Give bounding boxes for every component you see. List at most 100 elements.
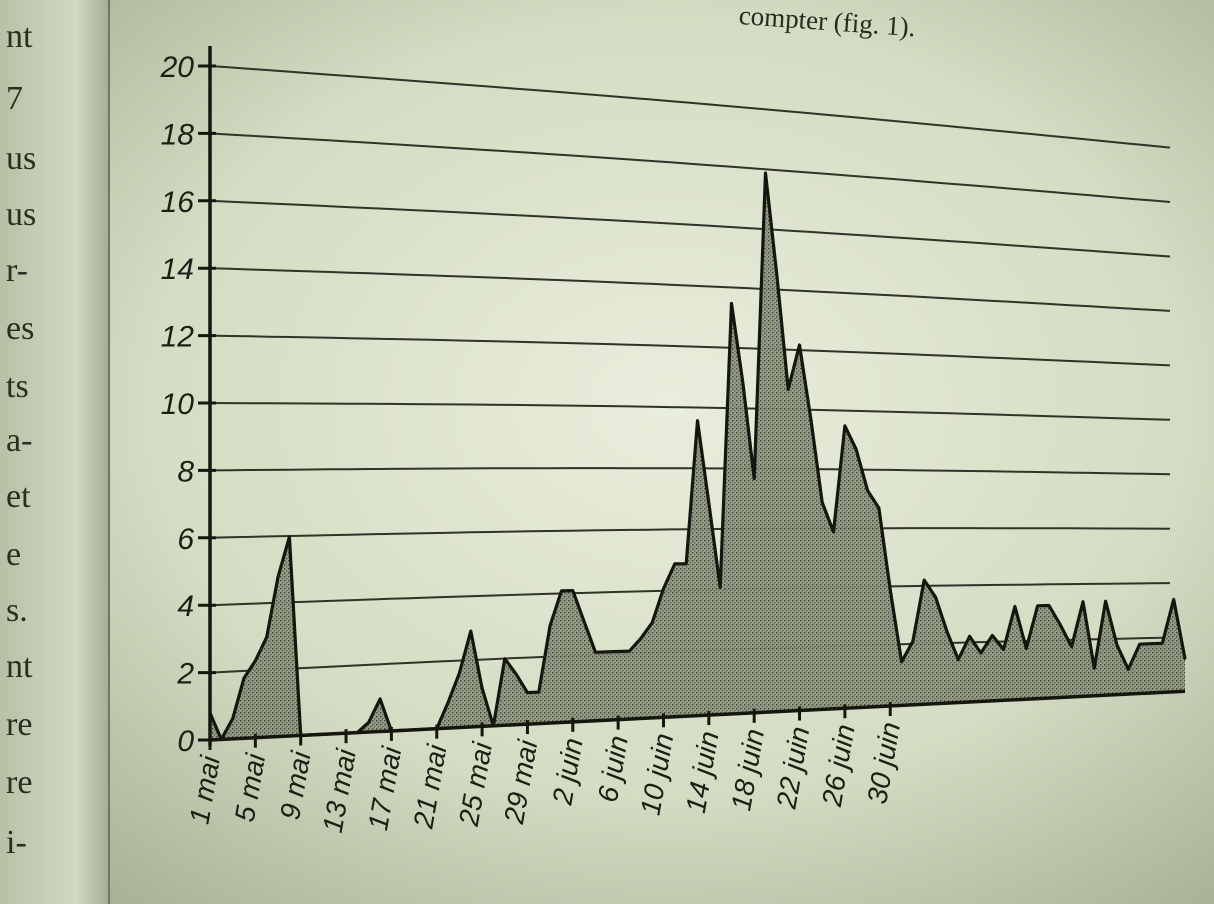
data-point bbox=[1081, 600, 1085, 603]
x-tick-label: 26 juin bbox=[816, 722, 861, 810]
y-tick-label: 20 bbox=[160, 51, 195, 84]
data-point bbox=[1036, 604, 1039, 607]
y-tick-label: 2 bbox=[176, 658, 194, 691]
data-point bbox=[934, 596, 937, 599]
data-point bbox=[843, 424, 847, 428]
x-tick-label: 17 mai bbox=[362, 744, 407, 833]
data-point bbox=[911, 640, 915, 643]
y-tick-label: 0 bbox=[177, 725, 194, 758]
data-point bbox=[1059, 623, 1062, 626]
series-area-group bbox=[208, 171, 1187, 741]
x-tick-label: 2 juin bbox=[546, 736, 588, 808]
margin-text-fragment: re bbox=[6, 706, 33, 743]
data-point bbox=[367, 721, 370, 724]
data-point bbox=[1093, 666, 1096, 670]
data-point bbox=[651, 621, 654, 624]
margin-text-fragment: i- bbox=[6, 824, 27, 861]
y-tick-label: 18 bbox=[161, 118, 195, 151]
data-point bbox=[979, 651, 983, 655]
margin-text-fragment: e bbox=[6, 536, 22, 573]
grid-line bbox=[209, 467, 1171, 476]
data-point bbox=[254, 659, 257, 663]
grid-line bbox=[209, 199, 1171, 258]
data-point bbox=[288, 535, 291, 539]
data-point bbox=[1013, 605, 1017, 608]
data-point bbox=[514, 672, 518, 676]
data-point bbox=[1104, 600, 1107, 603]
data-point bbox=[900, 660, 903, 664]
data-point bbox=[957, 658, 960, 661]
data-point bbox=[628, 649, 631, 653]
data-point bbox=[265, 636, 268, 639]
x-tick-label: 29 mai bbox=[498, 737, 543, 827]
data-point bbox=[548, 624, 552, 627]
data-point bbox=[889, 588, 892, 591]
grid-line bbox=[209, 65, 1171, 149]
data-point bbox=[1070, 645, 1073, 648]
data-point bbox=[991, 634, 994, 637]
data-point bbox=[866, 489, 869, 492]
data-point bbox=[571, 589, 574, 592]
data-point bbox=[1115, 643, 1119, 647]
data-point bbox=[560, 589, 563, 593]
data-point bbox=[673, 562, 676, 566]
data-point bbox=[753, 477, 756, 480]
data-point bbox=[537, 690, 540, 694]
data-point bbox=[605, 650, 608, 654]
x-tick-label: 18 juin bbox=[725, 726, 770, 813]
data-point bbox=[855, 448, 858, 451]
data-point bbox=[446, 701, 450, 704]
data-point bbox=[1127, 668, 1130, 671]
data-point bbox=[594, 651, 597, 654]
data-point bbox=[764, 171, 767, 175]
data-point bbox=[775, 274, 779, 277]
margin-text-fragment: 7 bbox=[6, 80, 23, 117]
data-point bbox=[730, 302, 733, 305]
x-tick-label: 5 mai bbox=[229, 751, 272, 825]
data-point bbox=[685, 562, 688, 565]
data-point bbox=[696, 419, 699, 422]
x-tick-label: 9 mai bbox=[274, 748, 317, 822]
margin-text-fragment: nt bbox=[6, 18, 33, 55]
x-tick-label: 30 juin bbox=[861, 720, 906, 807]
x-tick-label: 1 mai bbox=[183, 753, 226, 827]
x-tick-label: 13 mai bbox=[317, 746, 362, 835]
data-point bbox=[923, 578, 926, 582]
data-point bbox=[469, 629, 472, 633]
margin-text-fragment: re bbox=[6, 764, 33, 801]
data-point bbox=[1172, 598, 1175, 601]
x-tick-label: 6 juin bbox=[592, 733, 634, 804]
data-point bbox=[480, 687, 484, 690]
data-point bbox=[582, 620, 586, 623]
data-point bbox=[231, 717, 234, 720]
margin-text-fragment: us bbox=[6, 196, 37, 233]
margin-text-fragment: s. bbox=[6, 592, 28, 629]
x-tick-label: 25 mai bbox=[453, 739, 498, 829]
series-area-fill bbox=[210, 173, 1185, 741]
margin-text-fragment: us bbox=[6, 140, 37, 177]
data-point bbox=[821, 501, 824, 504]
data-point bbox=[707, 501, 710, 504]
margin-text-fragment: r- bbox=[6, 252, 28, 289]
data-point bbox=[458, 671, 461, 675]
data-point bbox=[503, 657, 506, 660]
y-tick-labels: 0 2 4 6 8 10 12 14 16 18 20 bbox=[160, 51, 216, 758]
x-tick-label: 14 juin bbox=[680, 729, 725, 816]
data-point bbox=[877, 506, 881, 510]
y-tick-label: 12 bbox=[161, 321, 195, 354]
grid-line bbox=[209, 402, 1171, 421]
x-axis-line bbox=[209, 689, 1186, 742]
data-point bbox=[719, 586, 722, 589]
data-point bbox=[276, 575, 280, 579]
grid-line bbox=[209, 267, 1171, 312]
y-tick-label: 10 bbox=[161, 388, 195, 421]
y-tick-label: 14 bbox=[161, 253, 194, 286]
data-point bbox=[662, 587, 665, 590]
data-point bbox=[616, 650, 620, 653]
data-point bbox=[526, 691, 529, 694]
data-point bbox=[1138, 643, 1141, 646]
data-point bbox=[798, 343, 801, 347]
margin-text-fragment: es bbox=[6, 310, 35, 347]
left-page-edge: nt 7 us us r-es ts a-et e s. nt re re i- bbox=[0, 0, 110, 904]
x-tick-label: 10 juin bbox=[635, 731, 680, 818]
